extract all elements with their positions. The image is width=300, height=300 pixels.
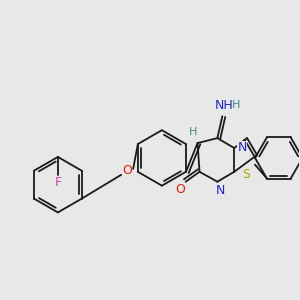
- Text: H: H: [232, 100, 240, 110]
- Text: O: O: [122, 164, 132, 177]
- Text: S: S: [242, 168, 250, 181]
- Text: F: F: [54, 176, 61, 189]
- Text: N: N: [216, 184, 225, 197]
- Text: NH: NH: [215, 99, 234, 112]
- Text: O: O: [175, 183, 185, 196]
- Text: H: H: [188, 127, 197, 137]
- Text: N: N: [238, 140, 247, 154]
